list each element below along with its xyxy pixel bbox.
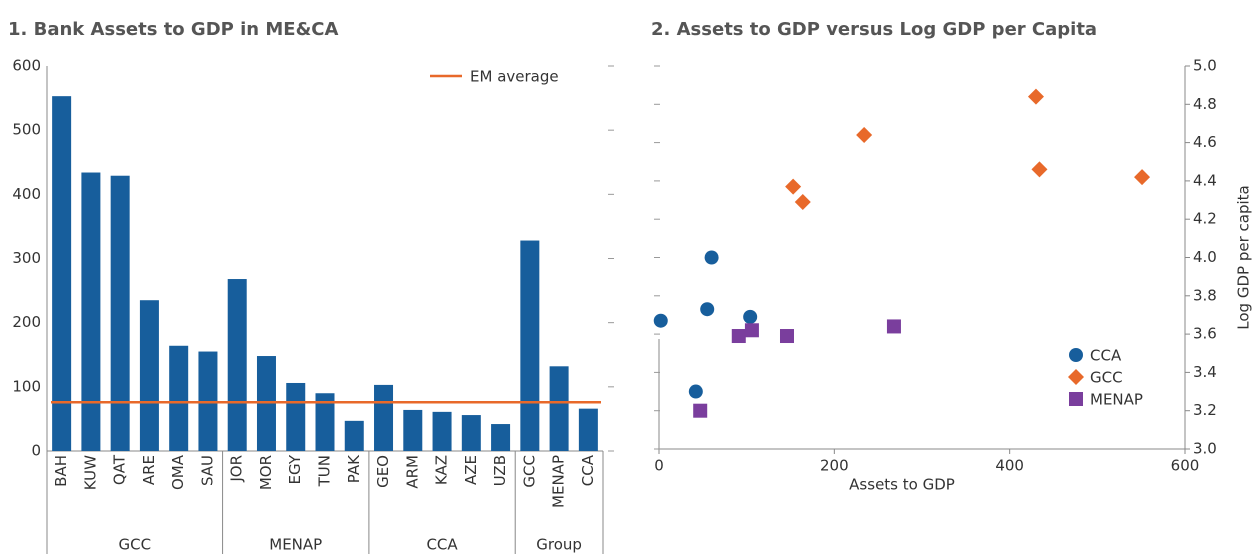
y2-tick-label: 4.6 xyxy=(1193,133,1217,151)
x-tick-label: EGY xyxy=(286,454,304,484)
x-axis-label: Assets to GDP xyxy=(849,476,955,494)
y-tick-label: 600 xyxy=(12,57,41,75)
chart-title: 2. Assets to GDP versus Log GDP per Capi… xyxy=(651,19,1097,40)
y-tick-label: 300 xyxy=(12,249,41,267)
x-tick-label: MOR xyxy=(257,455,275,490)
y-tick-label: 500 xyxy=(12,121,41,139)
x-tick-label: ARE xyxy=(140,455,158,485)
y2-tick-label: 3.6 xyxy=(1193,325,1217,343)
legend-label: EM average xyxy=(470,68,559,86)
marker xyxy=(1134,169,1151,186)
x-tick-label: MENAP xyxy=(550,455,568,508)
bar xyxy=(286,382,306,451)
bar xyxy=(549,366,569,451)
x-tick-label: 200 xyxy=(820,457,849,475)
marker xyxy=(1068,369,1084,385)
x-tick-label: PAK xyxy=(345,454,363,483)
marker xyxy=(700,302,715,317)
marker xyxy=(1027,88,1044,105)
x-tick-label: SAU xyxy=(198,455,216,486)
x-tick-label: 400 xyxy=(995,457,1024,475)
y2-tick-label: 3.8 xyxy=(1193,286,1217,304)
bar xyxy=(256,356,276,451)
x-tick-label: ARM xyxy=(403,455,421,489)
marker xyxy=(1031,161,1048,178)
y2-tick-label: 5.0 xyxy=(1193,57,1217,75)
y2-tick-label: 3.4 xyxy=(1193,363,1217,381)
bar xyxy=(227,279,247,451)
bar xyxy=(344,420,364,451)
legend-label: GCC xyxy=(1090,369,1123,387)
x-tick-label: OMA xyxy=(169,454,187,490)
bar xyxy=(578,408,598,451)
x-tick-label: KAZ xyxy=(433,455,451,485)
x-tick-label: GEO xyxy=(374,455,392,488)
y-tick-label: 100 xyxy=(12,377,41,395)
marker xyxy=(653,313,668,328)
marker xyxy=(794,193,811,210)
bar xyxy=(520,240,540,451)
y2-tick-label: 3.0 xyxy=(1193,440,1217,458)
x-tick-label: JOR xyxy=(228,455,246,483)
group-label: MENAP xyxy=(269,536,322,554)
bar xyxy=(139,300,159,451)
x-tick-label: UZB xyxy=(491,455,509,486)
y2-tick-label: 4.8 xyxy=(1193,95,1217,113)
bar xyxy=(461,415,481,451)
y2-tick-label: 3.2 xyxy=(1193,401,1217,419)
marker xyxy=(785,178,802,195)
x-tick-label: 0 xyxy=(654,457,664,475)
marker xyxy=(731,329,746,344)
legend-label: CCA xyxy=(1090,347,1122,365)
y-tick-label: 400 xyxy=(12,185,41,203)
marker xyxy=(886,319,901,334)
marker xyxy=(693,403,708,418)
marker xyxy=(1069,348,1083,362)
x-tick-label: AZE xyxy=(462,455,480,485)
y2-tick-label: 4.0 xyxy=(1193,248,1217,266)
bar xyxy=(110,175,130,451)
marker xyxy=(688,384,703,399)
bar xyxy=(432,411,452,451)
x-tick-label: 600 xyxy=(1171,457,1200,475)
bar xyxy=(374,384,394,451)
y2-tick-label: 4.4 xyxy=(1193,171,1217,189)
group-label: CCA xyxy=(426,536,458,554)
marker xyxy=(744,323,759,338)
x-tick-label: QAT xyxy=(111,454,129,485)
marker xyxy=(743,309,758,324)
marker xyxy=(704,250,719,265)
legend-label: MENAP xyxy=(1090,391,1143,409)
bar xyxy=(81,172,101,451)
bar xyxy=(403,409,423,451)
y2-axis-label: Log GDP per capita xyxy=(1235,185,1253,329)
bar xyxy=(491,424,511,451)
x-tick-label: BAH xyxy=(52,455,70,487)
x-tick-label: CCA xyxy=(579,454,597,486)
x-tick-label: KUW xyxy=(81,455,99,490)
group-label: Group xyxy=(536,536,582,554)
chart-title: 1. Bank Assets to GDP in ME&CA xyxy=(8,19,338,40)
y-tick-label: 0 xyxy=(31,442,41,460)
bar xyxy=(52,96,72,452)
bar xyxy=(169,345,189,451)
marker xyxy=(1069,392,1083,406)
y2-tick-label: 4.2 xyxy=(1193,210,1217,228)
x-tick-label: TUN xyxy=(316,455,334,487)
marker xyxy=(856,126,873,143)
y-tick-label: 200 xyxy=(12,313,41,331)
marker xyxy=(779,329,794,344)
x-tick-label: GCC xyxy=(520,455,538,488)
group-label: GCC xyxy=(119,536,152,554)
bar xyxy=(315,393,335,451)
